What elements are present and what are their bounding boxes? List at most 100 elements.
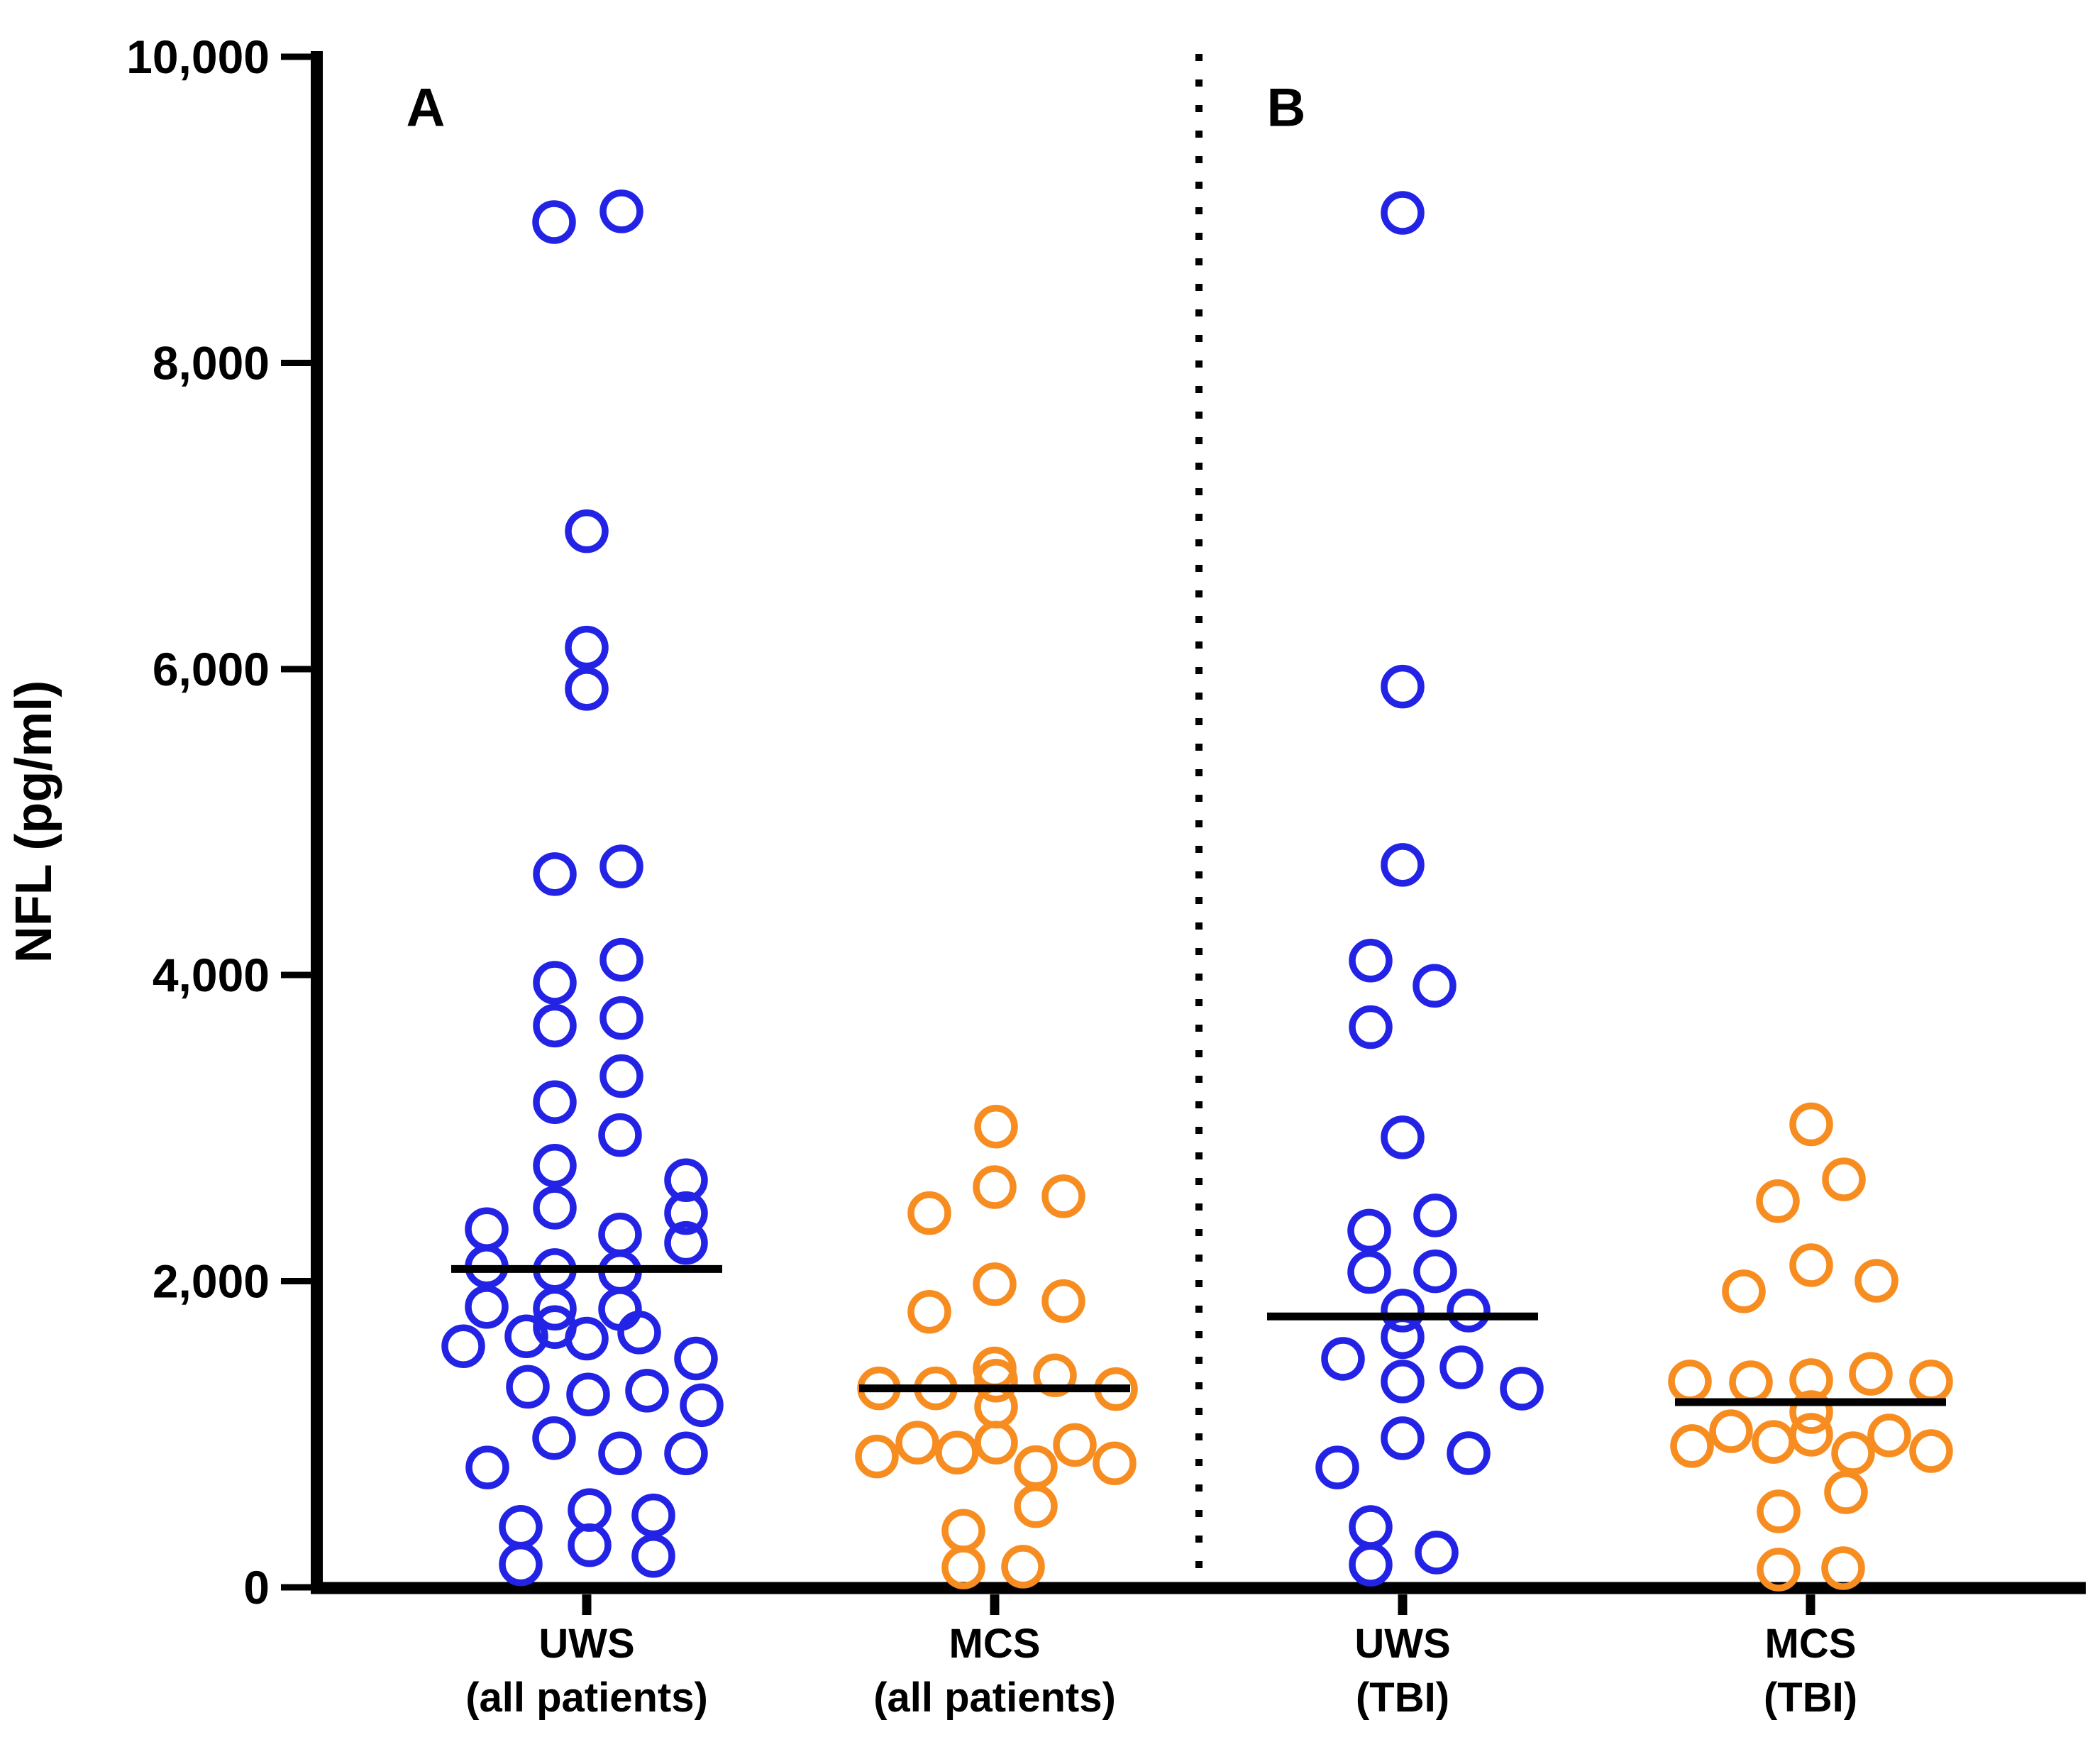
data-point-uws-all-patients xyxy=(499,1505,543,1549)
data-point-mcs-tbi xyxy=(1824,1470,1868,1514)
y-tick-label: 2,000 xyxy=(153,1255,270,1308)
data-layer xyxy=(441,189,1953,1592)
data-point-uws-all-patients xyxy=(680,1383,724,1428)
data-point-mcs-tbi xyxy=(1709,1409,1753,1453)
data-point-mcs-all-patients xyxy=(1041,1279,1085,1323)
data-point-mcs-tbi xyxy=(1854,1259,1898,1303)
data-point-uws-tbi xyxy=(1413,1194,1457,1237)
panel-a-label: A xyxy=(407,78,446,138)
data-point-uws-tbi xyxy=(1381,1360,1425,1404)
data-point-mcs-tbi xyxy=(1722,1269,1766,1313)
x-category-label-line1: MCS xyxy=(1765,1621,1857,1667)
data-point-uws-all-patients xyxy=(568,1488,612,1532)
data-point-uws-all-patients xyxy=(532,200,576,244)
data-point-mcs-all-patients xyxy=(907,1289,951,1334)
data-point-uws-tbi xyxy=(1381,191,1425,235)
data-point-uws-all-patients xyxy=(533,1286,577,1331)
data-point-uws-all-patients xyxy=(533,1186,577,1230)
data-point-uws-tbi xyxy=(1413,964,1456,1008)
panel-b-label: B xyxy=(1267,78,1306,138)
data-point-uws-all-patients xyxy=(465,1207,509,1252)
data-point-mcs-tbi xyxy=(1822,1157,1866,1201)
data-point-mcs-tbi xyxy=(1821,1546,1865,1590)
data-point-uws-all-patients xyxy=(465,1285,509,1329)
y-axis-title: NFL (pg/ml) xyxy=(6,680,62,964)
data-point-uws-tbi xyxy=(1381,1115,1425,1159)
data-point-uws-all-patients xyxy=(565,1316,609,1361)
data-point-mcs-all-patients xyxy=(1041,1174,1085,1218)
data-point-uws-all-patients xyxy=(532,1416,576,1460)
data-point-uws-tbi xyxy=(1349,938,1393,983)
data-point-uws-tbi xyxy=(1415,1531,1459,1575)
data-point-uws-all-patients xyxy=(598,1431,642,1476)
data-point-mcs-tbi xyxy=(1909,1360,1953,1404)
data-point-mcs-tbi xyxy=(1752,1420,1796,1464)
data-point-uws-all-patients xyxy=(599,937,643,982)
data-point-mcs-all-patients xyxy=(1014,1445,1058,1489)
data-point-mcs-all-patients xyxy=(941,1545,985,1589)
data-point-uws-tbi xyxy=(1447,1289,1491,1333)
data-point-uws-all-patients xyxy=(617,1311,661,1355)
data-point-mcs-tbi xyxy=(1831,1431,1875,1475)
data-point-uws-all-patients xyxy=(631,1493,675,1538)
data-point-mcs-tbi xyxy=(1729,1360,1773,1404)
y-tick-label: 6,000 xyxy=(153,643,270,695)
data-point-uws-all-patients xyxy=(674,1336,718,1381)
data-point-mcs-tbi xyxy=(1757,1548,1801,1592)
data-point-uws-tbi xyxy=(1381,843,1425,887)
data-point-mcs-tbi xyxy=(1849,1352,1893,1396)
data-point-uws-tbi xyxy=(1381,1315,1425,1360)
data-point-uws-all-patients xyxy=(664,1191,708,1235)
data-point-uws-all-patients xyxy=(631,1534,675,1578)
data-point-uws-tbi xyxy=(1447,1431,1491,1475)
data-point-uws-tbi xyxy=(1347,1208,1391,1253)
x-category-label-line2: (all patients) xyxy=(465,1675,708,1721)
data-point-uws-tbi xyxy=(1349,1005,1393,1049)
data-point-mcs-all-patients xyxy=(974,1421,1018,1465)
data-point-uws-all-patients xyxy=(565,667,609,711)
data-point-mcs-tbi xyxy=(1867,1413,1911,1457)
y-tick-label: 0 xyxy=(243,1561,270,1614)
y-tick-label: 8,000 xyxy=(153,336,270,389)
data-point-mcs-all-patients xyxy=(1001,1545,1045,1589)
data-point-mcs-all-patients xyxy=(974,1384,1018,1429)
data-point-uws-tbi xyxy=(1321,1337,1365,1381)
data-point-mcs-all-patients xyxy=(941,1509,985,1553)
data-point-uws-all-patients xyxy=(499,1542,543,1587)
data-point-uws-all-patients xyxy=(533,1080,577,1124)
data-point-uws-tbi xyxy=(1439,1345,1483,1389)
data-point-mcs-tbi xyxy=(1668,1360,1712,1404)
data-point-uws-all-patients xyxy=(599,1054,643,1098)
data-point-uws-tbi xyxy=(1315,1445,1359,1489)
data-point-mcs-all-patients xyxy=(1093,1441,1137,1486)
x-category-label-line2: (all patients) xyxy=(873,1675,1116,1721)
data-point-mcs-tbi xyxy=(1789,1102,1833,1147)
data-point-mcs-tbi xyxy=(1789,1413,1833,1457)
data-point-uws-all-patients xyxy=(664,1158,708,1202)
x-category-label-line2: (TBI) xyxy=(1356,1675,1449,1721)
data-point-uws-tbi xyxy=(1381,664,1425,709)
data-point-mcs-all-patients xyxy=(973,1262,1017,1306)
data-point-uws-all-patients xyxy=(598,1213,642,1257)
data-point-mcs-all-patients xyxy=(907,1191,951,1235)
data-point-uws-tbi xyxy=(1349,1505,1393,1549)
data-point-uws-all-patients xyxy=(533,1003,577,1048)
data-point-uws-all-patients xyxy=(599,189,643,233)
data-point-uws-all-patients xyxy=(465,1445,509,1489)
data-point-uws-all-patients xyxy=(566,1372,610,1416)
data-point-uws-all-patients xyxy=(504,1314,548,1359)
data-point-mcs-all-patients xyxy=(1053,1423,1097,1467)
data-point-uws-all-patients xyxy=(533,1143,577,1188)
data-point-uws-all-patients xyxy=(506,1365,550,1409)
data-point-uws-all-patients xyxy=(598,1287,642,1331)
data-point-uws-all-patients xyxy=(625,1369,669,1413)
data-point-mcs-all-patients xyxy=(855,1434,899,1479)
x-category-label-line2: (TBI) xyxy=(1764,1675,1857,1721)
data-point-mcs-all-patients xyxy=(974,1104,1018,1149)
y-tick-label: 4,000 xyxy=(153,949,270,1001)
data-point-uws-tbi xyxy=(1349,1543,1393,1587)
data-point-uws-all-patients xyxy=(599,844,643,888)
data-point-mcs-all-patients xyxy=(935,1431,979,1474)
